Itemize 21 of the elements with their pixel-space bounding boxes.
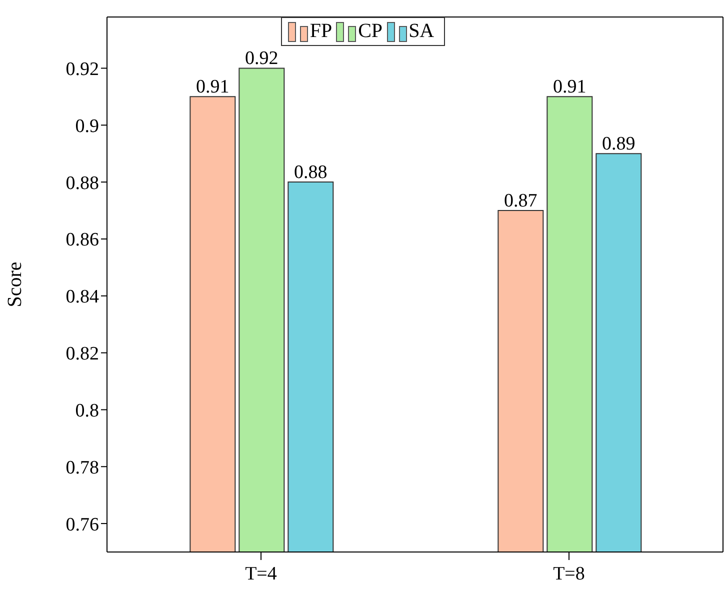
- y-tick-label: 0.88: [66, 172, 99, 194]
- data-label: 0.91: [553, 76, 586, 98]
- data-label: 0.88: [294, 162, 328, 184]
- legend-label: CP: [357, 20, 383, 43]
- data-label: 0.87: [504, 190, 538, 212]
- legend-label: FP: [308, 20, 332, 43]
- x-tick-label: T=4: [245, 563, 278, 584]
- x-tick-label: T=8: [553, 563, 585, 584]
- y-axis-title: Score: [4, 262, 26, 308]
- y-tick-label: 0.82: [66, 344, 99, 365]
- y-tick-label: 0.84: [66, 286, 100, 308]
- data-label: 0.92: [245, 48, 278, 70]
- y-tick-label: 0.9: [75, 116, 99, 137]
- y-tick-label: 0.86: [66, 230, 99, 251]
- y-tick-label: 0.76: [66, 514, 99, 536]
- y-tick-label: 0.78: [66, 457, 99, 478]
- y-tick-label: 0.8: [75, 400, 99, 422]
- data-label: 0.89: [602, 134, 636, 155]
- legend-label: SA: [408, 20, 434, 43]
- y-tick-label: 0.92: [66, 58, 99, 80]
- data-label: 0.91: [196, 76, 230, 98]
